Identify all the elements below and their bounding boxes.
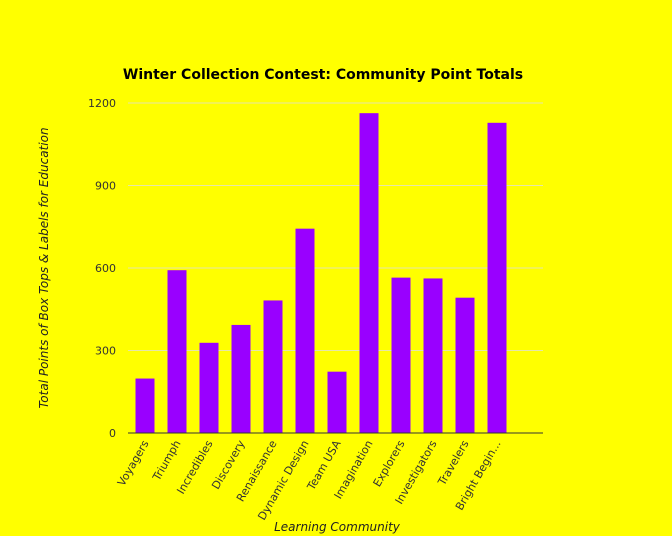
bar-explorers (391, 277, 411, 433)
x-tick-label: Voyagers (115, 438, 152, 489)
bar-investigators (423, 278, 443, 433)
y-axis-label: Total Points of Box Tops & Labels for Ed… (37, 127, 51, 408)
bar-incredibles (199, 342, 219, 433)
y-axis-ticks: 0 300 600 900 1200 (88, 97, 116, 440)
bar-voyagers (135, 378, 155, 433)
bar-triumph (167, 270, 187, 433)
chart-title: Winter Collection Contest: Community Poi… (123, 67, 523, 83)
y-tick-label: 0 (109, 427, 116, 440)
bar-bright-begin (487, 122, 507, 434)
x-tick-label: Triumph (150, 438, 184, 484)
bar-renaissance (263, 300, 283, 433)
bar-team-usa (327, 371, 347, 433)
y-tick-label: 600 (95, 262, 116, 275)
y-tick-label: 300 (95, 345, 116, 358)
bar-dynamic-design (295, 228, 315, 433)
x-tick-label: Travelers (435, 438, 472, 489)
y-tick-label: 1200 (88, 97, 116, 110)
bars (135, 113, 507, 434)
bar-travelers (455, 297, 475, 433)
bar-discovery (231, 324, 251, 433)
x-axis-ticks: VoyagersTriumphIncrediblesDiscoveryRenai… (115, 438, 504, 523)
gridlines (128, 102, 543, 351)
x-axis-label: Learning Community (274, 520, 401, 534)
y-tick-label: 900 (95, 180, 116, 193)
bar-imagination (359, 113, 379, 434)
